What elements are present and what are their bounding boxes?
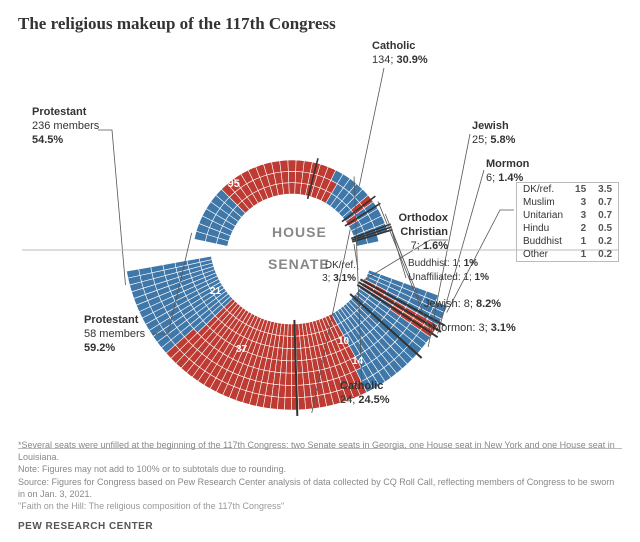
- senate-prot-rep: 37: [236, 344, 247, 357]
- senate-cath-rep: 10: [338, 336, 349, 349]
- house-orthodox-label: OrthodoxChristian 7; 1.6%: [368, 212, 448, 253]
- senate-buddhist-label: Buddhist: 1; 1%: [408, 258, 478, 271]
- house-catholic-dem-count: 57: [386, 142, 398, 156]
- house-other-table: DK/ref.153.5Muslim30.7Unitarian30.7Hindu…: [516, 182, 619, 262]
- senate-prot-dem: 21: [210, 286, 221, 299]
- senate-catholic-label: Catholic 24; 24.5%: [340, 380, 390, 408]
- footnotes: *Several seats were unfilled at the begi…: [18, 439, 622, 512]
- house-catholic-rep-count: 77: [356, 88, 368, 102]
- house-label: HOUSE: [272, 224, 327, 240]
- senate-protestant-label: Protestant 58 members 59.2%: [84, 314, 145, 355]
- house-democrats-inline: Democrats: 95: [164, 178, 240, 192]
- house-jewish-label: Jewish 25; 5.8%: [472, 120, 515, 148]
- publisher-logo: PEW RESEARCH CENTER: [18, 521, 153, 532]
- senate-unaffiliated-label: Unaffiliated: 1; 1%: [408, 272, 489, 285]
- senate-jewish-label: Jewish: 8; 8.2%: [424, 298, 501, 312]
- senate-dkref-label: DK/ref. 3; 3.1%: [310, 260, 356, 285]
- chart-area: HOUSE SENATE Protestant 236 members 54.5…: [0, 34, 640, 444]
- page-title: The religious makeup of the 117th Congre…: [0, 0, 640, 34]
- house-catholic-label: Catholic 134; 30.9%: [372, 40, 428, 68]
- house-protestant-label: Protestant 236 members 54.5%: [32, 106, 99, 147]
- senate-mormon-label: Mormon: 3; 3.1%: [432, 322, 516, 336]
- senate-cath-dem: 14: [352, 356, 363, 369]
- house-republicans-inline: Republicans: 141: [208, 92, 298, 106]
